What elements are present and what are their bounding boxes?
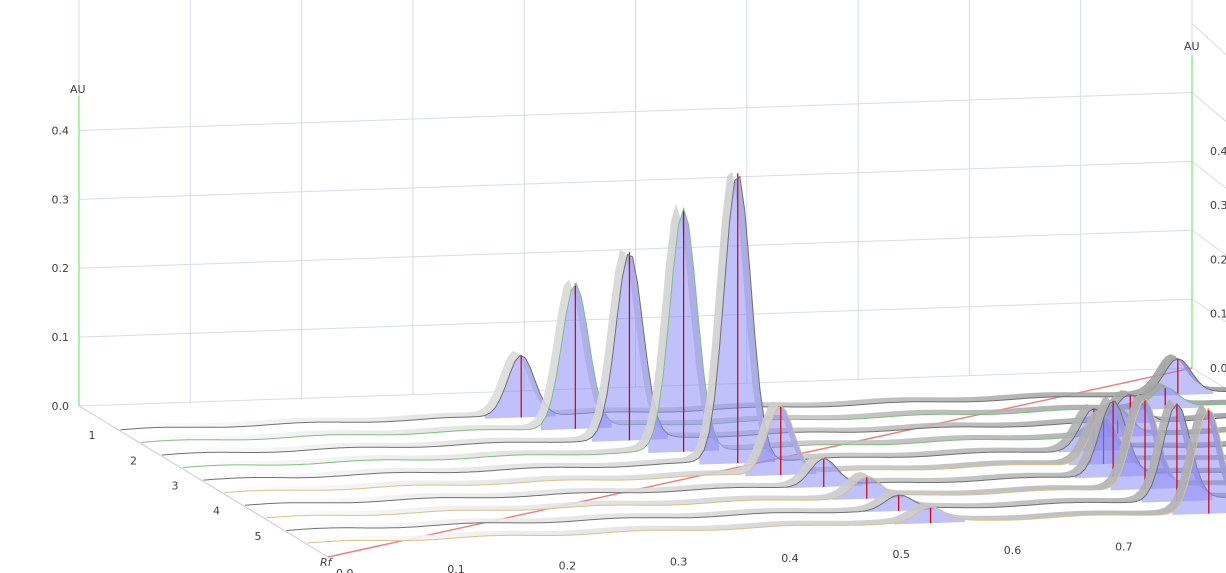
lane-tick: 3 <box>172 480 179 493</box>
z-tick-left: 0.2 <box>52 262 70 275</box>
y-axis-line <box>78 405 329 558</box>
z-tick-right: 0.1 <box>1210 308 1226 321</box>
x-tick: 0.2 <box>559 559 577 572</box>
lane-tick: 2 <box>130 454 137 467</box>
lane-tick: 1 <box>89 429 96 442</box>
x-tick: 0.3 <box>670 556 688 569</box>
z-tick-left: 0.1 <box>52 331 70 344</box>
back-wall-hgrid <box>78 229 1193 269</box>
peak-fill <box>484 355 556 419</box>
z-tick-right: 0.2 <box>1210 253 1226 266</box>
z-tick-right: 0.0 <box>1210 362 1226 375</box>
peak-fill <box>1172 408 1226 515</box>
x-axis-label: Rf <box>320 556 334 569</box>
peak-fill <box>894 507 965 525</box>
tick-labels: 0.0 0.1 0.2 0.3 0.4 0.0 0.1 0.2 0.3 0.4 0.0 0.1 0.2 0… <box>52 124 1226 573</box>
back-wall-hgrid <box>78 91 1193 131</box>
z-tick-left: 0.4 <box>52 124 70 137</box>
x-tick: 0.1 <box>447 563 465 573</box>
x-tick: 0.6 <box>1004 544 1022 557</box>
peak-fill <box>540 283 612 431</box>
z-tick-left: 0.0 <box>52 400 70 413</box>
x-tick: 0.5 <box>893 548 911 561</box>
lane-tick: 5 <box>255 530 262 543</box>
z-tick-right: 0.4 <box>1210 145 1226 158</box>
track-line <box>307 408 1226 544</box>
back-wall-hgrid <box>78 160 1193 200</box>
z-unit-right: AU <box>1184 40 1200 53</box>
right-wall-hgrid <box>1191 23 1226 56</box>
x-tick: 0.4 <box>781 552 799 565</box>
x-tick: 0.7 <box>1115 540 1133 553</box>
x-tick: 0.0 <box>336 567 354 573</box>
lane-tick: 4 <box>213 505 220 518</box>
z-tick-right: 0.3 <box>1210 199 1226 212</box>
z-unit-left: AU <box>70 83 86 96</box>
tracks <box>113 171 1226 544</box>
z-tick-left: 0.3 <box>52 193 70 206</box>
track-ribbon <box>237 397 1226 506</box>
